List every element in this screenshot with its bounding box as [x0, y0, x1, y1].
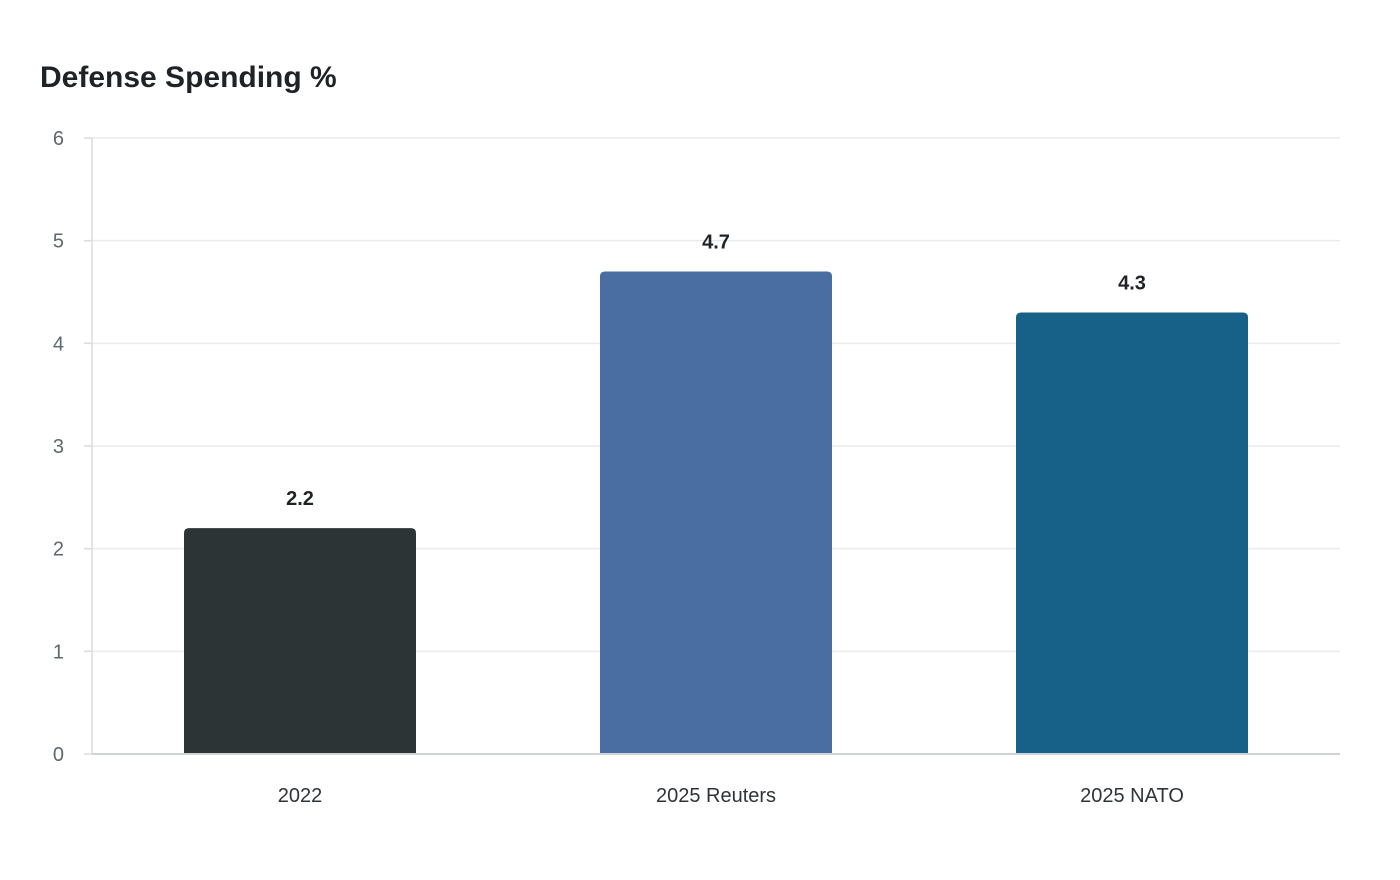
y-tick-label: 3 — [53, 436, 64, 458]
data-label: 4.7 — [702, 231, 730, 253]
labels: 0 1 2 3 4 5 6 2.2 2022 4.7 2025 Reuters 4.3 2025 NAT… — [53, 128, 1184, 807]
data-label: 4.3 — [1118, 273, 1146, 295]
data-label: 2.2 — [286, 488, 314, 510]
x-tick-label: 2025 Reuters — [656, 785, 776, 807]
y-tick-label: 6 — [53, 128, 64, 150]
bar-2022[interactable] — [184, 528, 416, 754]
bar-2025-nato[interactable] — [1016, 312, 1248, 754]
y-tick-label: 0 — [53, 744, 64, 766]
y-tick-label: 4 — [53, 333, 64, 355]
chart-title: Defense Spending % — [40, 61, 337, 94]
bar-2025-reuters[interactable] — [600, 271, 832, 754]
x-tick-label: 2025 NATO — [1080, 785, 1184, 807]
bars — [184, 271, 1248, 754]
axes — [84, 137, 1340, 755]
x-tick-label: 2022 — [278, 785, 323, 807]
y-tick-label: 2 — [53, 539, 64, 561]
y-tick-label: 1 — [53, 641, 64, 663]
y-tick-label: 5 — [53, 231, 64, 253]
